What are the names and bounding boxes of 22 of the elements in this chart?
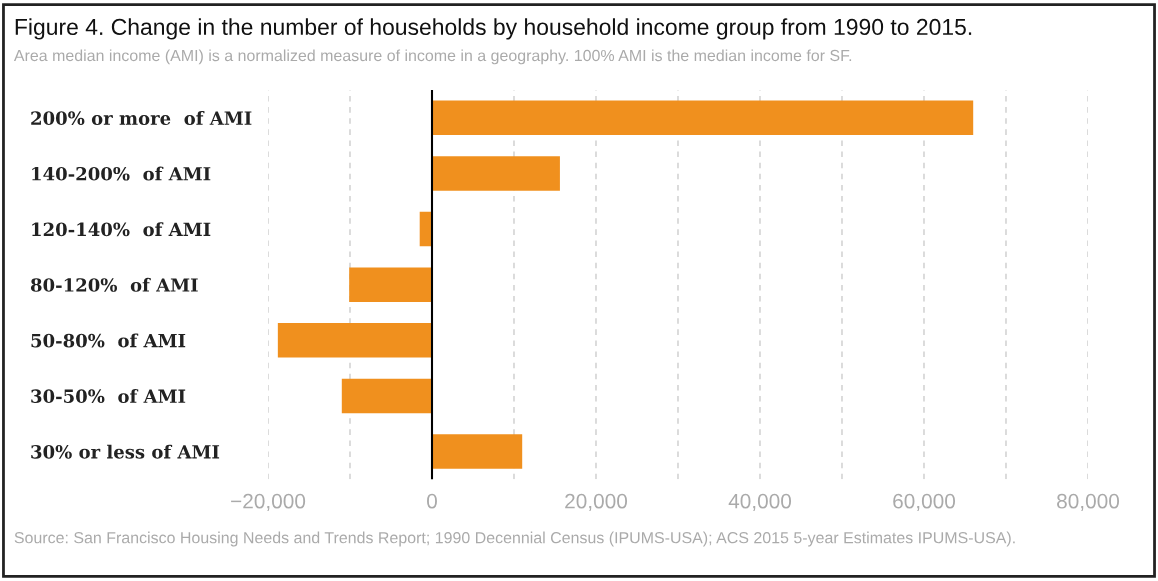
chart-title: Figure 4. Change in the number of households by household income group from 1990 to 2015. [15, 18, 972, 40]
bar [432, 100, 974, 136]
y-tick-label: 80-120% of AMI [30, 277, 198, 292]
y-tick-label: 50-80% of AMI [31, 333, 186, 348]
x-tick-label: 20,000 [565, 493, 628, 511]
chart-subtitle: Area median income (AMI) is a normalized measure of income in a geography. 100% AMI is the median income for SF. [13, 49, 852, 65]
x-tick-label: 60,000 [893, 493, 956, 511]
y-tick-label: 30% or less of AMI [31, 444, 220, 459]
x-tick-label: 40,000 [728, 493, 792, 511]
x-tick-label: 0 [427, 493, 437, 509]
bar [432, 434, 523, 469]
y-tick-label: 140-200% of AMI [32, 166, 211, 181]
y-tick-label: 200% or more of AMI [31, 111, 252, 125]
bar [432, 156, 560, 191]
x-tick-label: 80,000 [1057, 493, 1120, 511]
y-tick-label: 120-140% of AMI [32, 222, 211, 237]
source-note: Source: San Francisco Housing Needs and Trends Report; 1990 Decennial Census (IPUMS-USA); ACS 2015 5-year Estimates IPUMS-USA). [14, 531, 1015, 547]
bar [349, 267, 432, 302]
x-tick-label: −20,000 [231, 493, 306, 511]
y-tick-label: 30-50% of AMI [31, 389, 186, 404]
bar [277, 323, 432, 358]
bar [341, 378, 432, 414]
